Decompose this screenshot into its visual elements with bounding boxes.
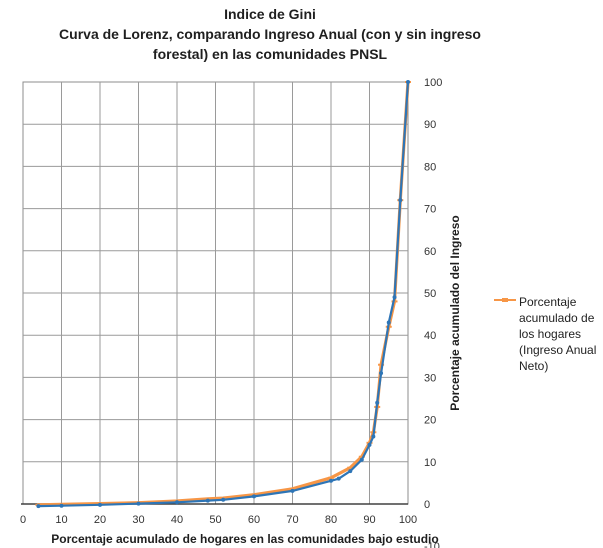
data-point [252,494,256,499]
data-point [98,502,102,507]
y-tick-label: 30 [424,372,436,384]
x-tick-label: 40 [171,514,183,526]
data-point [221,497,226,502]
y-tick-label: 60 [424,246,436,258]
y-tick-label: 40 [424,330,436,342]
tick-layer: 0 10 20 30 40 50 60 70 80 90 100 -10 0 10 20 30 40 50 60 70… [20,77,442,548]
x-tick-label: 10 [55,514,67,526]
y-tick-label: 10 [424,457,436,469]
chart-subtitle-line-1: Curva de Lorenz, comparando Ingreso Anua… [59,26,481,42]
y-tick-label: 50 [424,288,436,300]
x-axis-label: Porcentaje acumulado de hogares en las c… [51,532,438,546]
y-tick-label: -10 [424,541,440,548]
x-tick-label: 50 [209,514,221,526]
chart-title: Indice de Gini [224,6,316,22]
data-point [371,434,376,439]
data-point [205,498,210,503]
x-tick-label: 70 [286,514,298,526]
data-point [392,295,397,300]
data-point [336,476,341,481]
data-point [348,469,353,474]
y-tick-label: 90 [424,119,436,131]
data-point [406,80,410,84]
y-tick-label: 20 [424,415,436,427]
grid-layer [21,81,409,505]
data-point [375,400,380,405]
data-point [379,371,384,376]
data-point [290,488,295,493]
x-tick-label: 30 [132,514,144,526]
data-point [136,501,141,506]
data-point [386,320,391,325]
y-tick-label: 70 [424,204,436,216]
data-point [59,503,64,508]
y-tick-label: 100 [424,77,442,89]
data-point [329,478,333,483]
y-tick-label: 80 [424,161,436,173]
y-tick-label: 0 [424,499,430,511]
x-tick-label: 20 [94,514,106,526]
data-point [398,198,403,203]
y-axis-label: Porcentaje acumulado del Ingreso [448,215,462,410]
legend-label: Porcentaje acumulado de los hogares (Ing… [519,295,597,373]
data-point [359,457,364,462]
data-point [367,442,372,447]
series-layer [35,80,411,509]
x-tick-label: 0 [20,514,26,526]
chart-subtitle-line-2: forestal) en las comunidades PNSL [152,46,388,62]
x-tick-label: 100 [399,514,417,526]
x-tick-label: 60 [248,514,260,526]
x-tick-label: 80 [325,514,337,526]
data-point [36,504,41,509]
data-point [175,500,179,505]
x-tick-label: 90 [363,514,375,526]
